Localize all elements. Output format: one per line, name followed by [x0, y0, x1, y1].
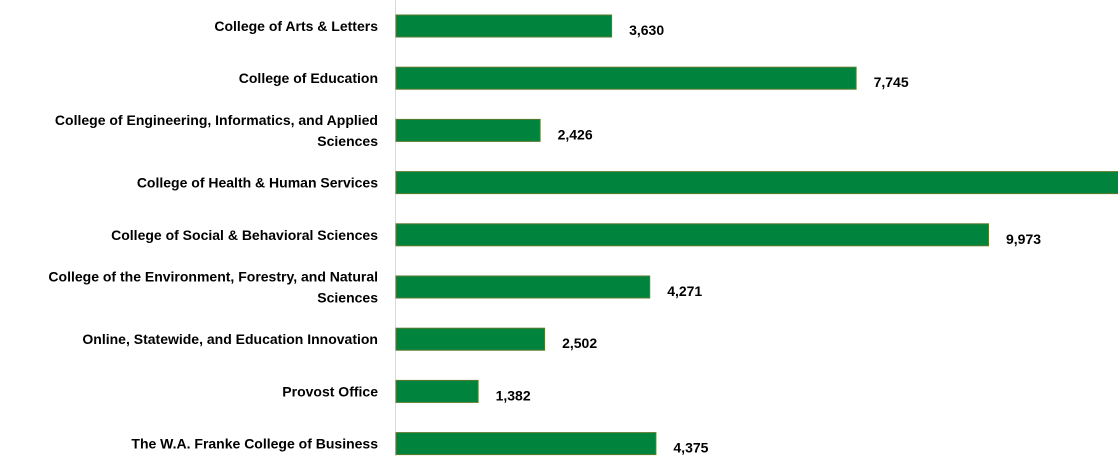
- value-label-8: 4,375: [673, 440, 708, 456]
- category-label-line: Sciences: [317, 133, 378, 149]
- category-label-line: Online, Statewide, and Education Innovat…: [82, 331, 378, 347]
- bar-0: [395, 14, 613, 38]
- bars-group: [395, 14, 1118, 456]
- category-label-0: College of Arts & Letters: [214, 18, 378, 34]
- bar-5: [395, 275, 651, 299]
- category-label-line: Provost Office: [282, 383, 378, 399]
- bar-1: [395, 66, 857, 90]
- category-label-2: College of Engineering, Informatics, and…: [55, 112, 378, 149]
- category-label-5: College of the Environment, Forestry, an…: [48, 269, 378, 306]
- value-label-0: 3,630: [629, 22, 664, 38]
- category-label-line: College of Arts & Letters: [214, 18, 378, 34]
- value-label-2: 2,426: [558, 126, 593, 142]
- category-label-line: College of the Environment, Forestry, an…: [48, 269, 378, 285]
- value-label-7: 1,382: [496, 387, 531, 403]
- category-label-6: Online, Statewide, and Education Innovat…: [82, 331, 378, 347]
- value-label-4: 9,973: [1006, 231, 1041, 247]
- bar-7: [395, 379, 479, 403]
- category-label-7: Provost Office: [282, 383, 378, 399]
- category-labels: College of Arts & Letters College of Educ…: [48, 18, 378, 452]
- category-label-line: College of Engineering, Informatics, and…: [55, 112, 378, 128]
- category-label-line: College of Social & Behavioral Sciences: [111, 227, 378, 243]
- category-label-line: College of Education: [239, 70, 378, 86]
- category-label-3: College of Health & Human Services: [137, 175, 378, 191]
- category-label-1: College of Education: [239, 70, 378, 86]
- bar-8: [395, 432, 657, 456]
- value-label-1: 7,745: [874, 74, 909, 90]
- category-label-line: Sciences: [317, 290, 378, 306]
- category-label-4: College of Social & Behavioral Sciences: [111, 227, 378, 243]
- bar-6: [395, 327, 546, 351]
- bar-3: [395, 171, 1118, 195]
- bar-4: [395, 223, 989, 247]
- value-labels: 3,6307,7452,42614,0399,9734,2712,5021,38…: [496, 22, 1042, 456]
- category-label-line: College of Health & Human Services: [137, 175, 378, 191]
- category-label-8: The W.A. Franke College of Business: [131, 436, 378, 452]
- value-label-6: 2,502: [562, 335, 597, 351]
- bar-2: [395, 118, 541, 142]
- category-label-line: The W.A. Franke College of Business: [131, 436, 378, 452]
- value-label-5: 4,271: [667, 283, 702, 299]
